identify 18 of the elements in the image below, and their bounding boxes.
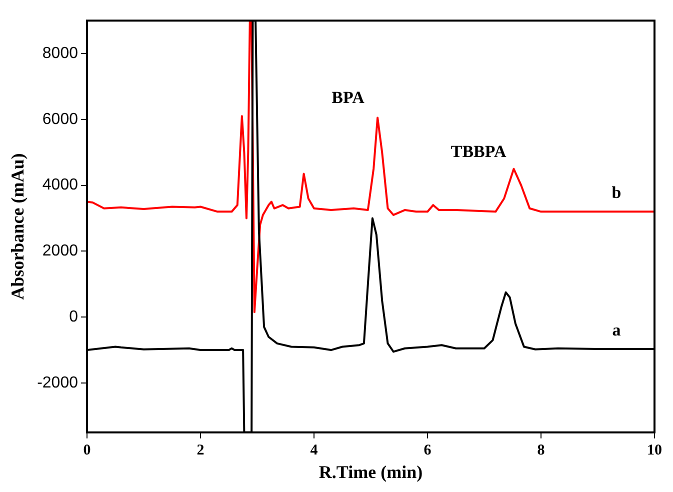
- x-tick-label: 2: [196, 442, 204, 458]
- x-tick-label: 8: [537, 442, 545, 458]
- annotation: BPA: [332, 88, 366, 108]
- x-axis-title: R.Time (min): [318, 462, 423, 482]
- y-tick-label: 8000: [42, 44, 78, 62]
- x-tick-label: 4: [310, 442, 318, 458]
- y-tick-label: -2000: [37, 374, 78, 392]
- y-axis-title: Absorbance (mAu): [7, 153, 28, 300]
- y-tick-label: 2000: [42, 242, 78, 260]
- series-label: b: [612, 183, 622, 202]
- x-tick-label: 0: [83, 442, 91, 458]
- y-tick-label: 0: [69, 308, 78, 326]
- x-tick-label: 6: [424, 442, 432, 458]
- y-tick-label: 4000: [42, 176, 78, 194]
- x-tick-label: 10: [647, 442, 662, 458]
- series-label: a: [612, 320, 622, 340]
- annotation: TBBPA: [450, 142, 508, 161]
- y-tick-label: 6000: [42, 110, 78, 128]
